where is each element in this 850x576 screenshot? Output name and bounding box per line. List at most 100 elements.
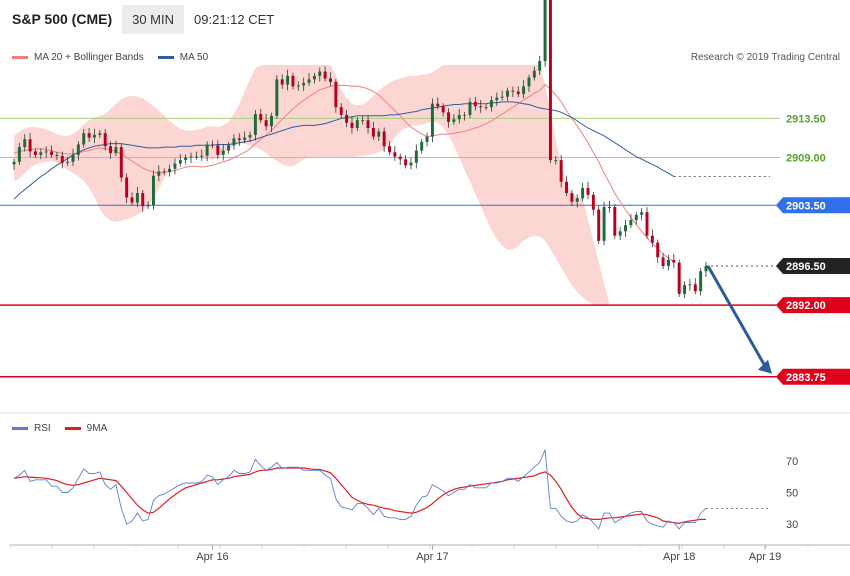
ma9-legend-label: 9MA	[86, 423, 108, 434]
ma50-line	[13, 101, 675, 200]
price-tag-2892.00	[776, 297, 850, 314]
candle-body	[60, 155, 64, 163]
candle-body	[253, 114, 257, 135]
candle-body	[516, 91, 520, 95]
candle-body	[168, 168, 172, 173]
candle-body	[125, 177, 129, 198]
forecast-arrow-head	[758, 359, 772, 374]
candle-body	[146, 205, 150, 207]
candle-body	[452, 119, 456, 122]
candle-body	[291, 75, 295, 87]
candle-body	[82, 133, 86, 145]
candle-body	[50, 151, 54, 155]
candle-body	[259, 114, 263, 121]
candle-body	[270, 115, 273, 127]
candle-body	[355, 120, 359, 128]
candle-body	[243, 137, 247, 141]
ma50-legend-label: MA 50	[179, 52, 209, 63]
candle-body	[586, 187, 590, 195]
rsi-legend-swatch	[12, 427, 28, 430]
candle-body	[613, 207, 617, 236]
candle-body	[216, 145, 220, 155]
candle-body	[141, 193, 145, 207]
candle-body	[489, 100, 493, 108]
candle-body	[248, 134, 252, 138]
candle-body	[280, 79, 284, 85]
candle-body	[12, 161, 16, 165]
candle-body	[699, 271, 703, 292]
chart-header: S&P 500 (CME) 30 MIN 09:21:12 CET	[0, 0, 850, 38]
price-tag-2896.50	[776, 258, 850, 275]
candle-body	[388, 146, 391, 153]
clock-readout: 09:21:12 CET	[194, 11, 275, 27]
candle-body	[135, 193, 139, 203]
candle-body	[511, 90, 515, 92]
candle-body	[484, 107, 488, 109]
candle-body	[597, 209, 601, 241]
candle-body	[559, 160, 563, 182]
timeframe-selector[interactable]: 30 MIN	[122, 4, 185, 34]
candle-body	[683, 285, 687, 294]
candle-body	[538, 61, 542, 71]
candle-body	[527, 77, 531, 87]
candle-body	[178, 160, 182, 164]
x-tick-label: Apr 17	[416, 551, 448, 563]
rsi-legend: RSI 9MA	[12, 423, 107, 434]
candle-body	[28, 139, 32, 152]
candle-body	[205, 144, 209, 156]
candle-body	[211, 144, 214, 146]
candle-body	[350, 122, 354, 128]
main-legend: MA 20 + Bollinger Bands MA 50	[12, 52, 208, 63]
candle-body	[634, 214, 638, 221]
price-label-2883.75: 2883.75	[786, 372, 826, 384]
candle-body	[312, 75, 316, 80]
candle-body	[548, 0, 552, 161]
price-label-2892.00: 2892.00	[786, 300, 826, 312]
ma20-legend-label: MA 20 + Bollinger Bands	[34, 52, 144, 63]
rsi-ma9-line	[13, 467, 706, 525]
candle-body	[189, 156, 193, 158]
candle-body	[500, 96, 504, 98]
candle-body	[130, 197, 134, 203]
candle-body	[624, 225, 628, 232]
candle-body	[371, 127, 375, 137]
candle-body	[581, 187, 585, 199]
candle-body	[23, 139, 27, 148]
candle-body	[672, 259, 676, 263]
candle-body	[447, 112, 450, 122]
candle-body	[506, 90, 509, 97]
candle-body	[162, 171, 166, 173]
copyright-text: Research © 2019 Trading Central	[690, 52, 840, 63]
candle-body	[323, 71, 327, 79]
instrument-title: S&P 500 (CME)	[12, 11, 113, 27]
bollinger-band	[14, 65, 610, 306]
candle-body	[677, 262, 681, 294]
candle-body	[119, 147, 123, 178]
candle-body	[66, 161, 70, 163]
candle-body	[184, 157, 188, 161]
candle-body	[640, 212, 644, 215]
candle-body	[591, 194, 595, 210]
candle-body	[151, 175, 155, 206]
candle-body	[404, 159, 408, 166]
ma9-legend-swatch	[64, 427, 81, 430]
candle-body	[275, 79, 279, 116]
x-tick-label: Apr 18	[663, 551, 695, 563]
candle-body	[334, 81, 338, 108]
candle-body	[602, 207, 606, 241]
candle-body	[430, 103, 434, 137]
candle-body	[575, 198, 579, 202]
candle-body	[345, 114, 349, 123]
candle-body	[688, 284, 692, 286]
ma20-line	[13, 83, 675, 263]
candle-body	[103, 133, 107, 147]
candle-body	[522, 86, 526, 95]
candle-body	[318, 71, 322, 76]
candle-body	[173, 163, 177, 169]
candle-body	[296, 85, 300, 87]
price-label-2896.50: 2896.50	[786, 261, 826, 273]
candle-body	[221, 150, 225, 155]
candle-body	[87, 133, 91, 138]
candle-body	[495, 97, 499, 101]
